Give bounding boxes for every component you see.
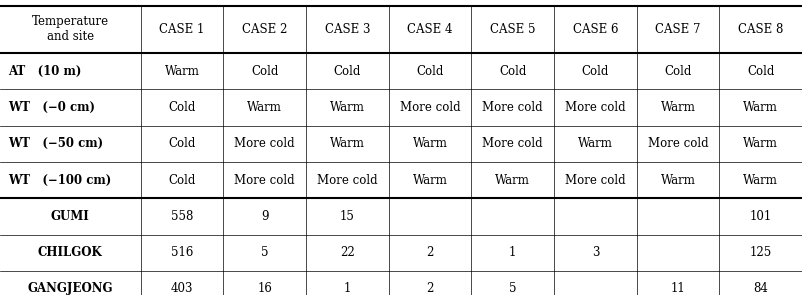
Text: CASE 5: CASE 5 — [489, 23, 535, 36]
Text: Cold: Cold — [333, 65, 361, 78]
Text: More cold: More cold — [565, 101, 625, 114]
Text: More cold: More cold — [317, 173, 377, 187]
Text: WT   (−50 cm): WT (−50 cm) — [8, 137, 103, 150]
Text: Warm: Warm — [330, 101, 364, 114]
Text: 2: 2 — [426, 246, 433, 259]
Text: CASE 7: CASE 7 — [654, 23, 700, 36]
Text: 3: 3 — [591, 246, 598, 259]
Text: Warm: Warm — [164, 65, 199, 78]
Text: Cold: Cold — [663, 65, 691, 78]
Text: 1: 1 — [343, 282, 350, 295]
Text: CASE 3: CASE 3 — [324, 23, 370, 36]
Text: More cold: More cold — [234, 173, 294, 187]
Text: 101: 101 — [749, 210, 771, 223]
Text: Warm: Warm — [577, 137, 612, 150]
Text: More cold: More cold — [234, 137, 294, 150]
Text: Warm: Warm — [743, 101, 777, 114]
Text: Warm: Warm — [412, 173, 447, 187]
Text: 15: 15 — [339, 210, 354, 223]
Text: 2: 2 — [426, 282, 433, 295]
Text: More cold: More cold — [647, 137, 707, 150]
Text: 5: 5 — [261, 246, 268, 259]
Text: More cold: More cold — [565, 173, 625, 187]
Text: CASE 2: CASE 2 — [241, 23, 287, 36]
Text: CASE 6: CASE 6 — [572, 23, 618, 36]
Text: CASE 1: CASE 1 — [159, 23, 205, 36]
Text: More cold: More cold — [399, 101, 460, 114]
Text: Temperature
and site: Temperature and site — [31, 16, 109, 43]
Text: 9: 9 — [261, 210, 268, 223]
Text: Warm: Warm — [743, 173, 777, 187]
Text: CHILGOK: CHILGOK — [38, 246, 103, 259]
Text: Cold: Cold — [168, 101, 196, 114]
Text: 84: 84 — [752, 282, 768, 295]
Text: 558: 558 — [171, 210, 192, 223]
Text: Cold: Cold — [168, 173, 196, 187]
Text: GANGJEONG: GANGJEONG — [27, 282, 113, 295]
Text: GUMI: GUMI — [51, 210, 90, 223]
Text: 22: 22 — [339, 246, 354, 259]
Text: Cold: Cold — [498, 65, 526, 78]
Text: Cold: Cold — [250, 65, 278, 78]
Text: Warm: Warm — [660, 101, 695, 114]
Text: 1: 1 — [508, 246, 516, 259]
Text: Cold: Cold — [168, 137, 196, 150]
Text: 403: 403 — [170, 282, 193, 295]
Text: 11: 11 — [670, 282, 685, 295]
Text: CASE 8: CASE 8 — [737, 23, 783, 36]
Text: 516: 516 — [171, 246, 192, 259]
Text: CASE 4: CASE 4 — [407, 23, 452, 36]
Text: Cold: Cold — [746, 65, 774, 78]
Text: Warm: Warm — [247, 101, 282, 114]
Text: AT   (10 m): AT (10 m) — [8, 65, 81, 78]
Text: 16: 16 — [257, 282, 272, 295]
Text: 125: 125 — [749, 246, 771, 259]
Text: Warm: Warm — [495, 173, 529, 187]
Text: Warm: Warm — [660, 173, 695, 187]
Text: Cold: Cold — [581, 65, 609, 78]
Text: More cold: More cold — [482, 137, 542, 150]
Text: Cold: Cold — [415, 65, 444, 78]
Text: WT   (−0 cm): WT (−0 cm) — [8, 101, 95, 114]
Text: WT   (−100 cm): WT (−100 cm) — [8, 173, 111, 187]
Text: 5: 5 — [508, 282, 516, 295]
Text: Warm: Warm — [412, 137, 447, 150]
Text: Warm: Warm — [743, 137, 777, 150]
Text: Warm: Warm — [330, 137, 364, 150]
Text: More cold: More cold — [482, 101, 542, 114]
